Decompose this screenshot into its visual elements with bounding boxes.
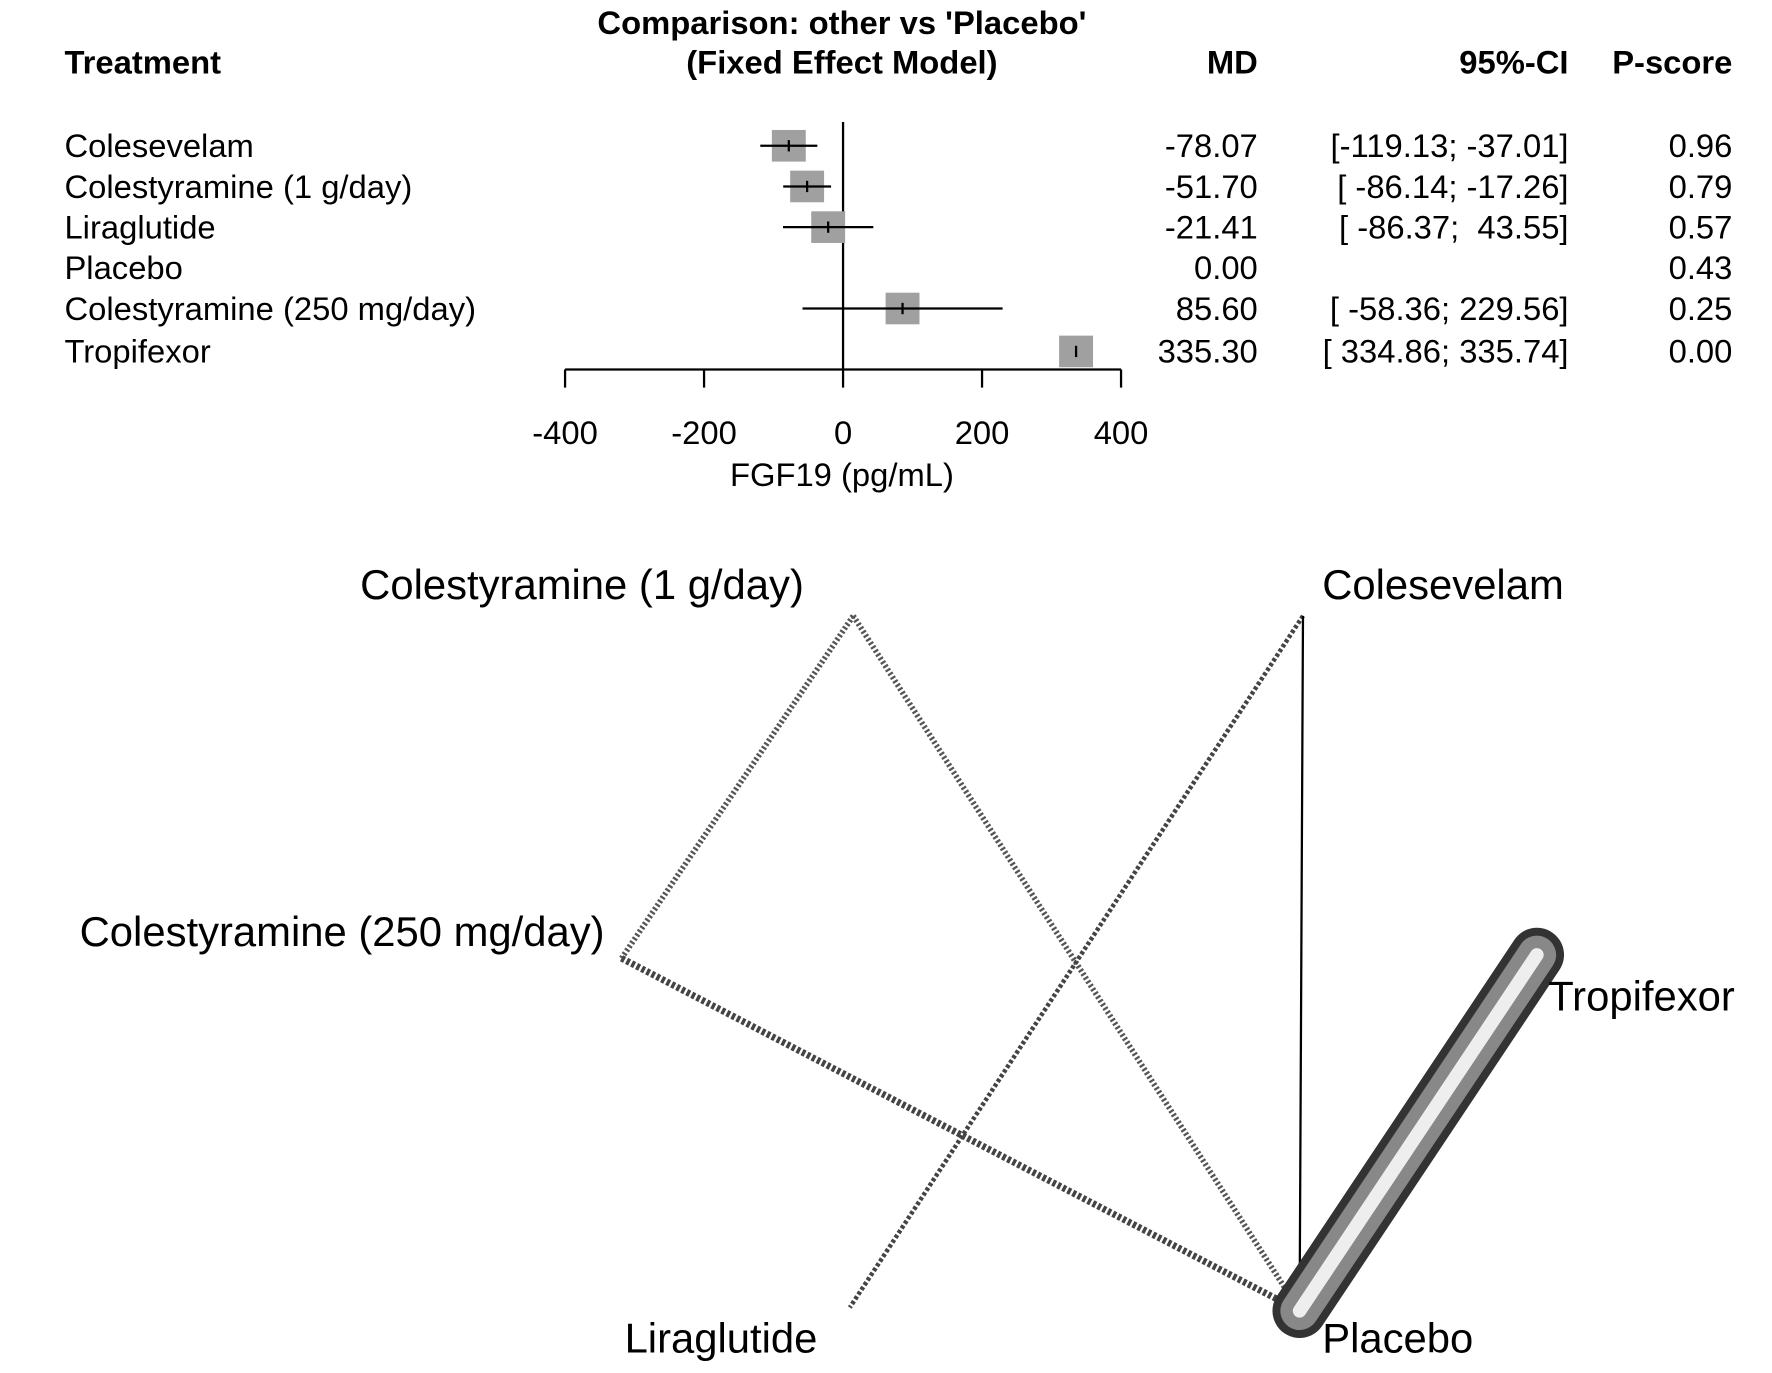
node-label: Placebo bbox=[1322, 1315, 1473, 1362]
node-label: Colestyramine (1 g/day) bbox=[360, 561, 804, 608]
treatment-label: Colestyramine (1 g/day) bbox=[64, 168, 412, 205]
title-line: Comparison: other vs 'Placebo' bbox=[597, 4, 1086, 41]
p-score-label: 0.25 bbox=[1669, 290, 1733, 327]
ci-label: [ -86.14; -17.26] bbox=[1337, 168, 1568, 205]
x-tick-label: -200 bbox=[671, 414, 737, 451]
md-label: 85.60 bbox=[1176, 290, 1258, 327]
column-header: 95%-CI bbox=[1459, 43, 1568, 80]
title-line: (Fixed Effect Model) bbox=[686, 43, 997, 80]
column-header: Treatment bbox=[64, 43, 221, 80]
md-label: -51.70 bbox=[1165, 168, 1258, 205]
network-edge bbox=[847, 614, 1305, 1309]
treatment-label: Tropifexor bbox=[64, 333, 210, 370]
column-header: MD bbox=[1207, 43, 1258, 80]
network-edge bbox=[619, 614, 856, 960]
md-label: -21.41 bbox=[1165, 208, 1258, 245]
p-score-label: 0.96 bbox=[1669, 127, 1733, 164]
ci-label: [-119.13; -37.01] bbox=[1331, 127, 1569, 164]
ci-label: [ -86.37; 43.55] bbox=[1339, 208, 1569, 245]
p-score-label: 0.43 bbox=[1669, 249, 1733, 286]
x-tick-label: 0 bbox=[834, 414, 852, 451]
ci-label: [ 334.86; 335.74] bbox=[1323, 333, 1569, 370]
p-score-label: 0.79 bbox=[1669, 168, 1733, 205]
node-label: Colestyramine (250 mg/day) bbox=[80, 908, 605, 955]
p-score-label: 0.00 bbox=[1669, 333, 1733, 370]
node-label: Liraglutide bbox=[625, 1315, 818, 1362]
network-edge-highlight bbox=[1292, 948, 1544, 1318]
x-tick-label: 400 bbox=[1094, 414, 1149, 451]
md-label: 335.30 bbox=[1158, 333, 1258, 370]
treatment-label: Colestyramine (250 mg/day) bbox=[64, 290, 476, 327]
node-label: Tropifexor bbox=[1548, 972, 1735, 1019]
network-edge bbox=[620, 955, 1302, 1314]
p-score-label: 0.57 bbox=[1669, 208, 1733, 245]
treatment-label: Colesevelam bbox=[64, 127, 253, 164]
treatment-label: Liraglutide bbox=[64, 208, 215, 245]
md-label: -78.07 bbox=[1165, 127, 1258, 164]
x-tick-label: -400 bbox=[532, 414, 598, 451]
x-tick-label: 200 bbox=[955, 414, 1010, 451]
node-label: Colesevelam bbox=[1322, 561, 1564, 608]
network-edge bbox=[1298, 615, 1305, 1311]
column-header: P-score bbox=[1612, 43, 1732, 80]
x-axis-label: FGF19 (pg/mL) bbox=[730, 456, 954, 493]
ci-label: [ -58.36; 229.56] bbox=[1330, 290, 1569, 327]
treatment-label: Placebo bbox=[64, 249, 182, 286]
md-label: 0.00 bbox=[1194, 249, 1258, 286]
